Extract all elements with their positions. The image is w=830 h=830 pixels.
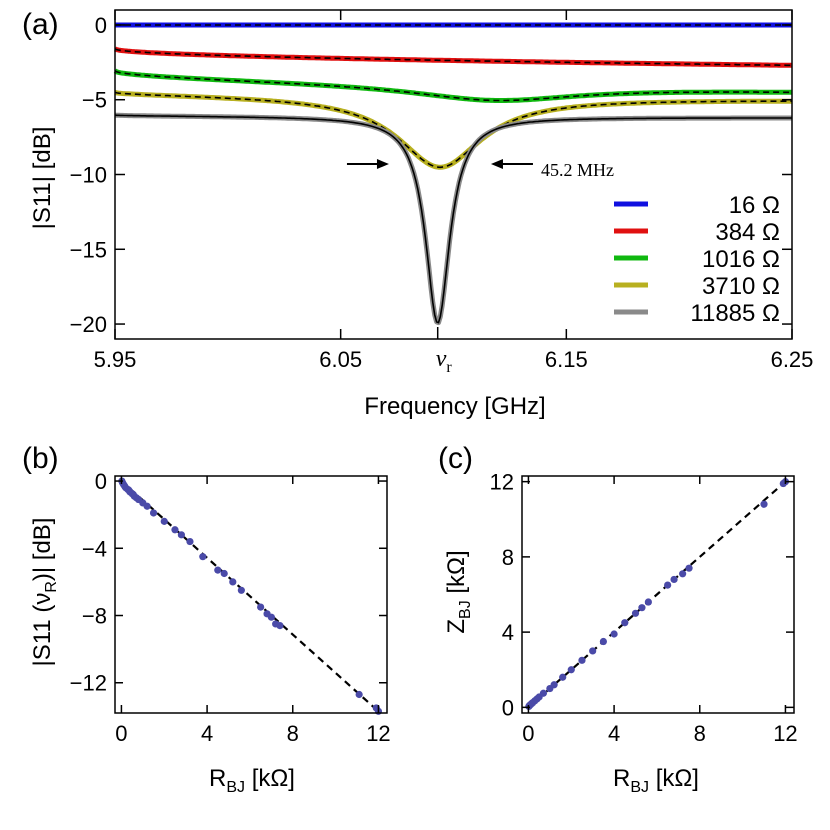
data-point	[559, 673, 567, 681]
data-point	[670, 575, 678, 584]
y-tick-label: −5	[82, 88, 107, 113]
data-point	[229, 578, 237, 586]
data-point	[171, 526, 179, 534]
panel-b-fit-line	[120, 480, 380, 713]
data-point	[578, 656, 586, 664]
series-line-4	[114, 112, 793, 326]
series-fit-3	[114, 91, 792, 169]
y-tick-label: −8	[82, 604, 107, 629]
panel-a-series-group	[113, 22, 793, 326]
series-line-1	[114, 46, 793, 68]
data-point	[214, 566, 222, 574]
y-tick-label: 4	[502, 620, 514, 645]
data-point	[664, 581, 672, 589]
panel-c-frame	[521, 475, 795, 714]
data-point	[685, 564, 693, 572]
x-tick-label: 4	[608, 721, 620, 746]
y-tick-label: −15	[70, 237, 107, 262]
panel-a-annotation-group: 45.2 MHz	[346, 159, 614, 180]
data-point	[186, 537, 194, 546]
bandwidth-arrowhead-left	[376, 159, 389, 170]
panel-a-label: (a)	[22, 8, 59, 41]
panel-c-ticks: 0 4 8 12 0 4 8 12	[490, 470, 798, 746]
data-point	[355, 690, 363, 699]
panel-c-ylabel: ZBJ [kΩ]	[443, 550, 474, 633]
legend-label-2: 1016 Ω	[702, 246, 780, 273]
x-tick-label: 12	[773, 721, 797, 746]
x-tick-label: 8	[287, 721, 299, 746]
legend-label-3: 3710 Ω	[702, 273, 780, 300]
y-tick-label: 0	[95, 469, 107, 494]
data-point	[599, 637, 607, 646]
bandwidth-arrowhead-right	[490, 159, 503, 170]
x-tick-label: 0	[115, 721, 127, 746]
x-tick-label: 4	[201, 721, 213, 746]
x-tick-label: 6.25	[771, 347, 814, 372]
data-point	[237, 586, 245, 594]
x-tick-label: 12	[366, 721, 390, 746]
data-point	[143, 502, 151, 510]
data-point	[638, 604, 646, 612]
panel-a-ylabel: |S11| [dB]	[29, 127, 56, 230]
panel-c-fit-line	[527, 480, 787, 709]
series-fit-4	[114, 114, 792, 324]
panel-c: (c) 0 4 8 12 0 4 8 12 RBJ [kΩ] ZBJ [kΩ]	[438, 442, 798, 796]
data-point	[760, 500, 768, 508]
panel-b-ylabel: |S11 (νR)| [dB]	[29, 518, 60, 667]
bandwidth-annotation: 45.2 MHz	[541, 160, 614, 180]
panel-c-label: (c)	[438, 442, 473, 475]
series-fit-1	[114, 48, 792, 67]
y-tick-label: −12	[70, 671, 107, 696]
x-tick-label: 0	[522, 721, 534, 746]
series-fit-2	[114, 70, 792, 102]
legend-label-1: 384 Ω	[715, 219, 780, 246]
panel-a: (a) 45.2 MHz 5.95 6.05 6.15 6.25 0 −5 −10 −15 −2…	[22, 8, 813, 420]
legend-label-4: 11885 Ω	[690, 300, 780, 327]
data-point	[589, 647, 597, 655]
y-tick-label: 8	[502, 545, 514, 570]
data-point	[177, 531, 185, 539]
data-point	[567, 666, 575, 674]
panel-a-ticks: 5.95 6.05 6.15 6.25 0 −5 −10 −15 −20	[70, 10, 814, 372]
data-point	[199, 553, 207, 561]
legend-label-0: 16 Ω	[729, 192, 780, 219]
resonance-label: νr	[436, 346, 453, 376]
panel-b-ticks: 0 4 8 12 0 −4 −8 −12	[70, 469, 391, 746]
y-tick-label: −4	[82, 536, 107, 561]
y-tick-label: 0	[502, 695, 514, 720]
panel-b-xlabel: RBJ [kΩ]	[209, 765, 295, 796]
data-point	[220, 569, 228, 578]
data-point	[644, 598, 652, 606]
panel-c-points	[525, 478, 790, 711]
data-point	[631, 609, 640, 617]
panel-c-xlabel: RBJ [kΩ]	[613, 765, 699, 796]
panel-a-xlabel: Frequency [GHz]	[364, 393, 545, 420]
panel-b-label: (b)	[22, 442, 59, 475]
data-point	[257, 603, 265, 611]
data-point	[621, 619, 629, 627]
data-point	[276, 621, 284, 630]
x-tick-label: 6.05	[319, 347, 362, 372]
data-point	[149, 509, 158, 517]
y-tick-label: −10	[70, 163, 107, 188]
x-tick-label: 5.95	[94, 347, 137, 372]
data-point	[267, 613, 275, 621]
data-point	[160, 517, 168, 525]
y-tick-label: 12	[490, 470, 514, 495]
y-tick-label: −20	[70, 312, 107, 337]
x-tick-label: 8	[694, 721, 706, 746]
y-tick-label: 0	[95, 13, 107, 38]
data-point	[550, 681, 558, 689]
x-tick-label: 6.15	[545, 347, 588, 372]
data-point	[539, 689, 548, 697]
data-point	[679, 570, 687, 578]
panel-b-frame	[114, 475, 388, 714]
data-point	[610, 630, 618, 638]
panel-b: (b) 0 4 8 12 0 −4 −8 −12 RBJ [kΩ] |S11 (νR)| [d…	[22, 442, 391, 796]
series-line-3	[114, 89, 793, 170]
